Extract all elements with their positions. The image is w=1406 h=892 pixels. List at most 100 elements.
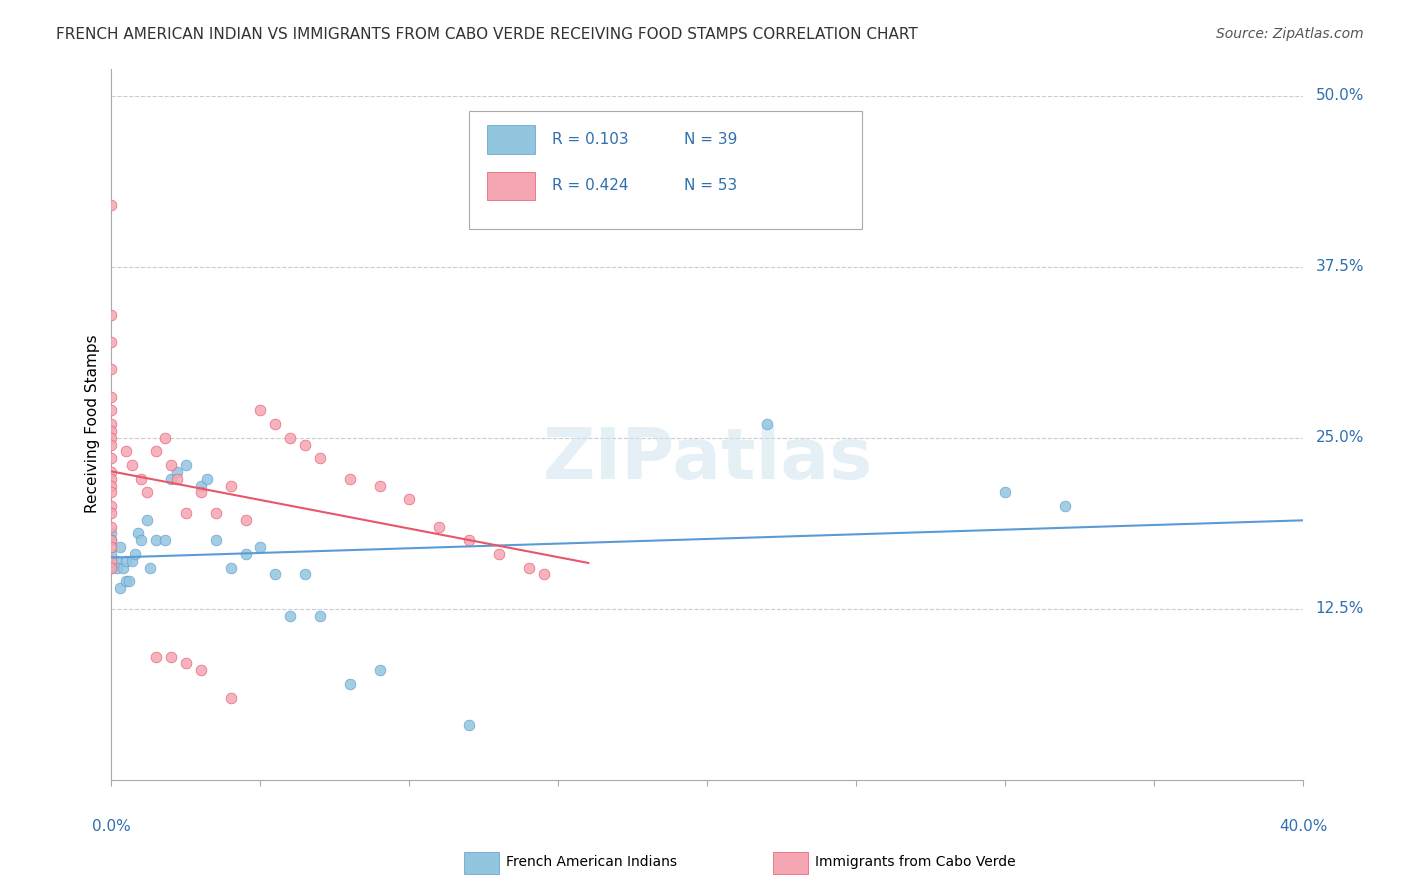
Point <box>129 472 152 486</box>
Point <box>190 485 212 500</box>
Point <box>249 540 271 554</box>
Point <box>190 478 212 492</box>
Point <box>136 513 159 527</box>
Point <box>100 198 122 212</box>
Point <box>115 554 138 568</box>
Text: French American Indians: French American Indians <box>506 855 678 869</box>
Point <box>204 533 226 548</box>
Point <box>458 533 481 548</box>
Point <box>100 554 122 568</box>
Point <box>100 526 122 541</box>
Point <box>1054 499 1077 513</box>
Point <box>115 574 138 589</box>
Point <box>100 390 122 404</box>
Point <box>100 560 122 574</box>
Point <box>100 334 122 349</box>
Point <box>100 478 122 492</box>
Point <box>124 547 146 561</box>
Point <box>174 458 197 472</box>
Point <box>121 458 143 472</box>
Text: ZIPatlas: ZIPatlas <box>543 425 873 494</box>
Point <box>100 519 122 533</box>
Text: R = 0.103: R = 0.103 <box>553 132 628 147</box>
Text: Source: ZipAtlas.com: Source: ZipAtlas.com <box>1216 27 1364 41</box>
Point <box>100 437 122 451</box>
Point <box>100 560 122 574</box>
Point <box>264 417 287 431</box>
Point <box>174 506 197 520</box>
Point <box>294 437 316 451</box>
Text: 12.5%: 12.5% <box>1316 601 1364 616</box>
Point <box>339 472 361 486</box>
Point <box>994 485 1017 500</box>
Point <box>145 649 167 664</box>
Point <box>115 444 138 458</box>
Point <box>100 431 122 445</box>
Point <box>153 431 176 445</box>
Point <box>488 547 510 561</box>
Point <box>100 472 122 486</box>
Point <box>204 506 226 520</box>
Point <box>100 465 122 479</box>
Point <box>368 663 391 677</box>
Point <box>100 424 122 438</box>
Point <box>160 458 183 472</box>
Point <box>195 472 218 486</box>
Point <box>105 554 128 568</box>
Point <box>100 499 122 513</box>
Text: 37.5%: 37.5% <box>1316 260 1364 275</box>
Text: 40.0%: 40.0% <box>1279 819 1327 834</box>
Point <box>166 472 188 486</box>
Point <box>127 526 149 541</box>
Point <box>294 567 316 582</box>
Point <box>100 547 122 561</box>
Point <box>278 608 301 623</box>
Point <box>219 478 242 492</box>
Point <box>264 567 287 582</box>
Point <box>100 485 122 500</box>
Text: R = 0.424: R = 0.424 <box>553 178 628 194</box>
Point <box>100 308 122 322</box>
Text: N = 39: N = 39 <box>683 132 737 147</box>
Point <box>190 663 212 677</box>
Point <box>756 417 779 431</box>
Point <box>110 581 132 595</box>
Point <box>100 506 122 520</box>
Point <box>278 431 301 445</box>
Point <box>139 560 162 574</box>
FancyBboxPatch shape <box>486 171 534 200</box>
Point <box>427 519 450 533</box>
Point <box>121 554 143 568</box>
Point <box>249 403 271 417</box>
Point <box>309 608 332 623</box>
Text: FRENCH AMERICAN INDIAN VS IMMIGRANTS FROM CABO VERDE RECEIVING FOOD STAMPS CORRE: FRENCH AMERICAN INDIAN VS IMMIGRANTS FRO… <box>56 27 918 42</box>
Point <box>166 465 188 479</box>
Point <box>136 485 159 500</box>
Text: N = 53: N = 53 <box>683 178 737 194</box>
Point <box>533 567 555 582</box>
Point <box>118 574 141 589</box>
Point <box>100 451 122 466</box>
Point <box>458 718 481 732</box>
Point <box>100 533 122 548</box>
Point <box>110 540 132 554</box>
Point <box>219 560 242 574</box>
Point <box>398 492 420 507</box>
Point <box>517 560 540 574</box>
FancyBboxPatch shape <box>486 126 534 153</box>
Text: 50.0%: 50.0% <box>1316 88 1364 103</box>
Point <box>219 690 242 705</box>
Point <box>105 560 128 574</box>
Point <box>153 533 176 548</box>
Point <box>100 533 122 548</box>
Point <box>339 677 361 691</box>
Point <box>100 362 122 376</box>
Point <box>129 533 152 548</box>
Point <box>100 540 122 554</box>
Point <box>112 560 135 574</box>
Point <box>160 649 183 664</box>
Text: 25.0%: 25.0% <box>1316 430 1364 445</box>
Point <box>100 403 122 417</box>
Point <box>368 478 391 492</box>
Point <box>235 513 257 527</box>
